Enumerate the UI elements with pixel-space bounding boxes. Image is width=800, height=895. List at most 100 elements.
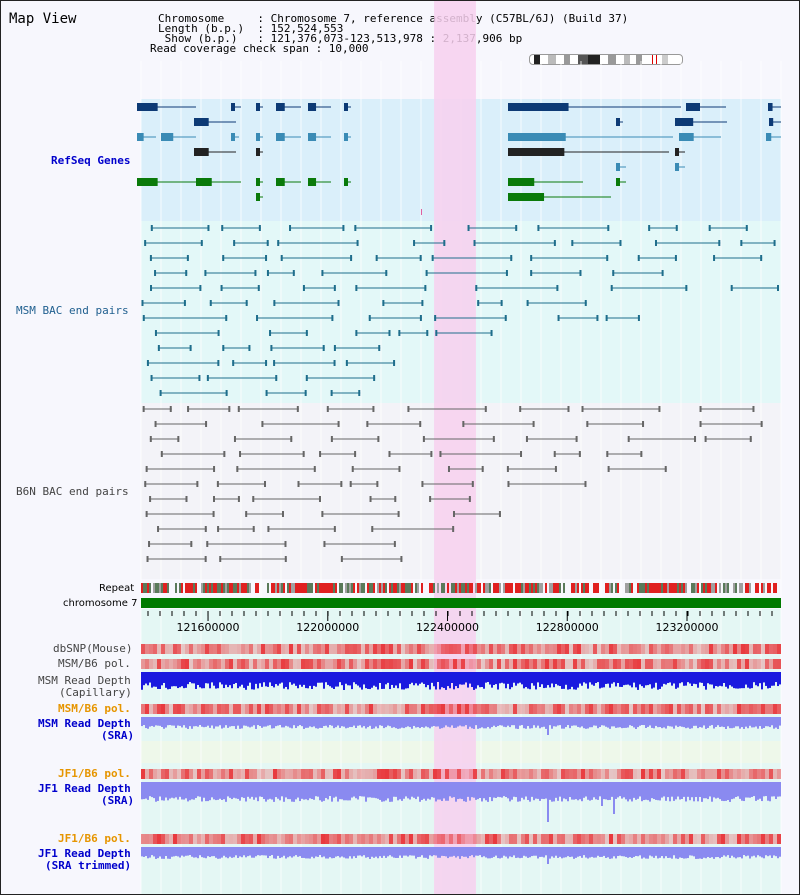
jf1-b6-pol-heat [173,769,177,779]
jf1-depth-sra-bar [691,782,693,798]
jf1-depth-trimmed-bar [689,847,691,856]
jf1-depth-trimmed-bar [245,847,247,858]
jf1-depth-sra-bar [331,782,333,802]
jf1-depth-trimmed-bar [501,847,503,858]
msm-depth-capillary-bar [253,672,255,690]
msm-depth-capillary-bar [539,672,541,687]
jf1-b6-pol-heat [437,769,441,779]
dbsnp-heat [229,644,233,654]
jf1-b6-pol-2-heat [633,834,637,844]
msm-bac-pair-end [421,300,424,306]
jf1-b6-pol-2-heat [353,834,357,844]
dbsnp-heat [617,644,621,654]
repeat-block [631,583,633,593]
jf1-b6-pol-2-heat [673,834,677,844]
jf1-depth-sra-bar [509,782,511,802]
msm-depth-capillary-bar [661,672,663,687]
jf1-b6-pol-heat [425,769,429,779]
msm-depth-sra-bar [537,717,539,726]
track-label-msm-depth-sra-sub: (SRA) [101,729,135,742]
msm-b6-pol-2-heat [441,704,445,714]
jf1-depth-sra-bar [357,782,359,800]
refseq-exon [308,133,317,141]
msm-depth-capillary-bar [497,672,499,690]
msm-depth-capillary-bar [431,672,433,683]
msm-bac-pair-end [273,300,276,306]
jf1-b6-pol-heat [373,769,377,779]
jf1-b6-pol-heat [525,769,529,779]
repeat-block [537,583,539,593]
msm-bac-pair-end [221,225,224,231]
jf1-b6-pol-heat [493,769,497,779]
b6n-bac-pair-end [154,421,157,427]
dbsnp-heat [537,644,541,654]
dbsnp-heat [241,644,245,654]
jf1-depth-trimmed-bar [553,847,555,858]
jf1-depth-sra-bar [441,782,443,802]
msm-depth-capillary-bar [549,672,551,688]
jf1-b6-pol-heat [349,769,353,779]
jf1-depth-sra-bar [565,782,567,800]
msm-depth-capillary-bar [277,672,279,686]
jf1-depth-sra-bar [631,782,633,802]
repeat-block [379,583,381,593]
dbsnp-heat [613,644,617,654]
jf1-depth-sra-bar [309,782,311,799]
msm-depth-capillary-bar [629,672,631,686]
jf1-depth-trimmed-bar [201,847,203,858]
msm-depth-sra-bar [217,717,219,727]
jf1-depth-trimmed-bar [555,847,557,856]
b6n-bac-pair-end [393,541,396,547]
msm-depth-capillary-bar [499,672,501,684]
chromosome-ideogram[interactable] [529,54,683,65]
msm-depth-sra-bar [465,717,467,726]
msm-b6-pol-2-heat [289,704,293,714]
refseq-exon [616,163,620,171]
axis-tick-label: 122400000 [416,621,479,634]
jf1-depth-sra-bar [659,782,661,801]
jf1-depth-sra-bar [395,782,397,797]
jf1-depth-sra-bar [445,782,447,801]
msm-b6-pol-2-heat [325,704,329,714]
msm-depth-capillary-bar [313,672,315,686]
jf1-depth-trimmed-bar [631,847,633,858]
jf1-depth-trimmed-bar [227,847,229,859]
jf1-b6-pol-2-heat [681,834,685,844]
msm-b6-pol-heat [405,659,409,669]
jf1-b6-pol-heat [753,769,757,779]
jf1-depth-trimmed-bar [365,847,367,858]
jf1-depth-sra-bar [449,782,451,797]
dbsnp-heat [461,644,465,654]
msm-depth-capillary-bar [503,672,505,684]
msm-b6-pol-2-heat [365,704,369,714]
jf1-depth-sra-bar [343,782,345,801]
repeat-block [391,583,393,593]
dbsnp-heat [177,644,181,654]
jf1-depth-trimmed-bar [395,847,397,858]
jf1-depth-trimmed-bar [533,847,535,856]
jf1-depth-sra-bar [185,782,187,799]
jf1-b6-pol-heat [533,769,537,779]
repeat-block [305,583,307,593]
msm-bac-pair-end [304,390,307,396]
repeat-block [433,583,435,593]
msm-bac-pair-end [473,240,476,246]
jf1-depth-sra-bar [171,782,173,798]
msm-depth-sra-bar [489,717,491,729]
jf1-depth-sra-bar [433,782,435,798]
msm-depth-capillary-bar [147,672,149,686]
msm-b6-pol-heat [621,659,625,669]
msm-b6-pol-heat [721,659,725,669]
msm-b6-pol-heat [665,659,669,669]
jf1-depth-trimmed-bar [289,847,291,857]
repeat-block [593,583,595,593]
msm-bac-pair-end [200,240,203,246]
msm-depth-sra-bar [185,717,187,728]
repeat-block [767,583,769,593]
msm-depth-capillary-bar [701,672,703,683]
msm-bac-pair-end [571,240,574,246]
msm-depth-sra-bar [603,717,605,726]
jf1-b6-pol-2-heat [193,834,197,844]
msm-depth-sra-bar [735,717,737,727]
